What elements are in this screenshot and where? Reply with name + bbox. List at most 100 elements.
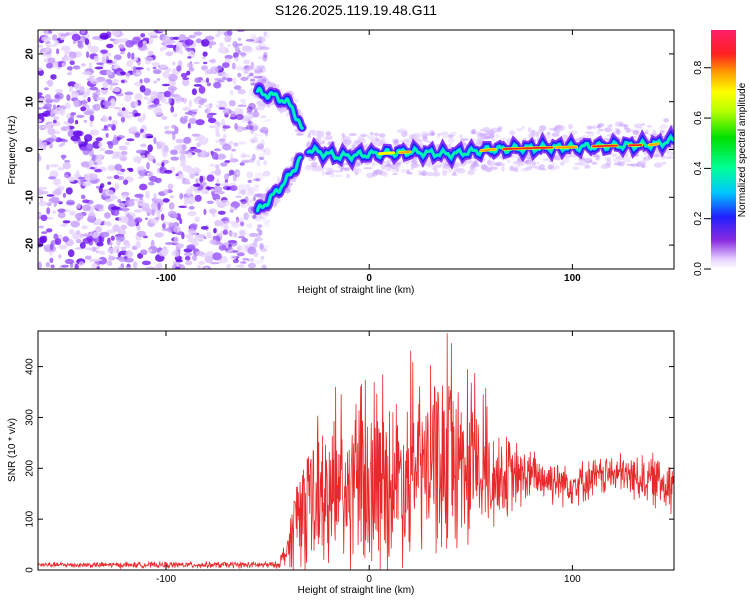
ridge-halo-blob	[562, 157, 570, 163]
noise-blob	[222, 76, 227, 81]
noise-blob	[173, 95, 183, 102]
noise-blob	[106, 176, 113, 180]
noise-blob	[139, 85, 146, 93]
noise-blob	[63, 56, 73, 62]
noise-blob	[81, 71, 92, 76]
noise-blob	[64, 174, 69, 179]
ridge-halo-blob	[340, 168, 344, 172]
ridge-halo-blob	[381, 164, 386, 170]
noise-blob	[198, 140, 208, 145]
noise-blob	[253, 70, 259, 74]
noise-blob	[88, 61, 93, 70]
noise-blob	[113, 134, 117, 142]
noise-blob	[92, 258, 103, 262]
noise-blob	[244, 65, 249, 69]
noise-blob	[159, 47, 164, 52]
noise-blob	[241, 45, 252, 52]
noise-blob	[112, 224, 121, 232]
noise-blob	[136, 230, 147, 238]
ridge-halo-blob	[473, 160, 477, 166]
ridge-halo-blob	[285, 112, 290, 117]
noise-blob	[82, 99, 87, 107]
noise-blob	[217, 121, 221, 128]
noise-blob	[203, 208, 207, 216]
noise-blob	[64, 160, 71, 163]
noise-blob	[187, 211, 197, 217]
noise-blob	[140, 154, 146, 159]
ridge-halo-blob	[460, 138, 466, 142]
snr-x-tick-label: 100	[564, 574, 581, 585]
ridge-halo-blob	[522, 137, 527, 141]
noise-blob	[57, 208, 66, 213]
ridge-halo-blob	[666, 151, 674, 156]
noise-blob	[89, 119, 94, 128]
noise-blob	[62, 220, 71, 224]
noise-blob	[48, 123, 57, 126]
snr-panel: -100 0 100 0 100 200 300 400 Height of straigh…	[7, 330, 675, 596]
noise-blob	[52, 98, 60, 103]
noise-blob	[126, 213, 131, 218]
noise-blob	[105, 132, 109, 138]
noise-blob	[147, 171, 154, 176]
noise-blob	[145, 217, 148, 220]
ridge-halo-blob	[394, 139, 399, 144]
noise-blob	[112, 87, 121, 93]
noise-blob	[213, 81, 222, 89]
noise-blob	[47, 57, 56, 64]
noise-blob	[211, 152, 219, 160]
ridge-halo-blob	[459, 134, 463, 138]
noise-blob	[67, 117, 75, 124]
noise-blob	[152, 69, 162, 75]
noise-blob	[226, 186, 231, 191]
noise-blob	[215, 183, 221, 186]
noise-blob	[259, 68, 263, 73]
noise-blob	[66, 66, 73, 71]
noise-blob	[244, 46, 254, 54]
noise-blob	[67, 176, 76, 183]
noise-blob	[108, 254, 113, 262]
noise-blob	[241, 154, 251, 158]
noise-blob	[108, 141, 114, 149]
noise-blob	[158, 250, 168, 257]
noise-blob	[248, 124, 259, 132]
noise-blob	[99, 250, 106, 255]
noise-blob	[62, 162, 71, 170]
noise-blob	[96, 62, 104, 65]
noise-blob	[118, 44, 125, 49]
noise-blob	[194, 216, 200, 223]
noise-blob	[238, 184, 246, 189]
noise-blob	[209, 239, 217, 245]
ridge-halo-blob	[646, 124, 652, 128]
noise-blob	[182, 78, 190, 87]
noise-blob	[38, 200, 48, 207]
noise-blob	[168, 202, 175, 210]
spectrogram-x-tick-label: 0	[366, 273, 372, 284]
noise-blob	[187, 122, 191, 129]
noise-blob	[200, 226, 209, 230]
noise-blob	[226, 30, 233, 36]
ridge-halo-blob	[501, 137, 508, 141]
noise-blob	[245, 191, 255, 197]
noise-blob	[218, 138, 226, 142]
noise-blob	[250, 123, 258, 127]
noise-blob	[94, 218, 102, 226]
noise-blob	[245, 244, 252, 251]
noise-blob	[141, 260, 151, 266]
noise-blob	[52, 104, 57, 110]
noise-blob	[66, 125, 70, 132]
noise-blob	[191, 88, 197, 96]
noise-blob	[124, 91, 134, 96]
ridge-halo-blob	[321, 170, 325, 177]
noise-blob	[106, 123, 113, 128]
noise-blob	[189, 231, 198, 236]
ridge-halo-blob	[589, 160, 593, 163]
ridge-halo-blob	[530, 130, 538, 137]
noise-blob	[240, 160, 251, 163]
noise-blob	[252, 111, 260, 118]
noise-blob	[230, 110, 236, 118]
noise-blob	[191, 167, 201, 175]
noise-blob	[134, 81, 142, 87]
noise-blob	[230, 201, 240, 209]
noise-blob	[70, 112, 77, 116]
ridge-halo-blob	[606, 157, 612, 162]
